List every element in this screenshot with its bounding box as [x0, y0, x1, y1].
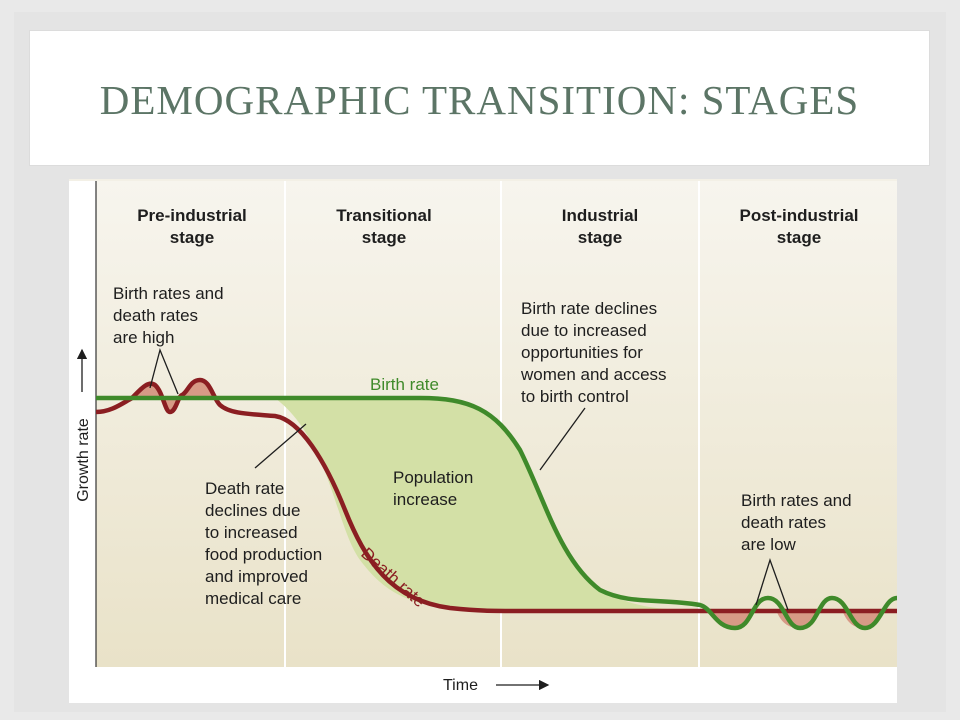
stage-2-title: Transitional: [336, 206, 431, 225]
stage-2-subtitle: stage: [362, 228, 406, 247]
population-increase-line2: increase: [393, 490, 457, 509]
annotation-high-rates-line2: death rates: [113, 306, 198, 325]
birth-rate-curve: [96, 395, 897, 631]
fluctuation-fill-post: [712, 610, 884, 628]
stage-4-subtitle: stage: [777, 228, 821, 247]
annotation-death-decline-line2: declines due: [205, 501, 300, 520]
annotation-death-decline-line4: food production: [205, 545, 322, 564]
annotation-death-decline-line6: medical care: [205, 589, 301, 608]
annotation-death-decline-line1: Death rate: [205, 479, 284, 498]
pointer-low-rates: [755, 557, 789, 611]
annotation-high-rates-line3: are high: [113, 328, 174, 347]
annotation-low-rates-line2: death rates: [741, 513, 826, 532]
annotation-birth-decline-line2: due to increased: [521, 321, 647, 340]
stage-1-subtitle: stage: [170, 228, 214, 247]
annotation-high-rates-line1: Birth rates and: [113, 284, 224, 303]
annotation-low-rates-line1: Birth rates and: [741, 491, 852, 510]
annotation-birth-decline-line3: opportunities for: [521, 343, 643, 362]
slide-title: DEMOGRAPHIC TRANSITION: STAGES: [99, 77, 860, 123]
annotation-low-rates-line3: are low: [741, 535, 797, 554]
death-rate-curve: [95, 377, 897, 614]
annotation-birth-decline-line1: Birth rate declines: [521, 299, 657, 318]
stage-3-title: Industrial: [562, 206, 639, 225]
annotation-birth-decline-line4: women and access: [520, 365, 667, 384]
fluctuation-fill-pre: [132, 380, 220, 412]
annotation-death-decline-line3: to increased: [205, 523, 298, 542]
pointer-death-decline: [254, 423, 307, 469]
population-increase-line1: Population: [393, 468, 473, 487]
left-padding: [69, 181, 96, 667]
stage-1-title: Pre-industrial: [137, 206, 247, 225]
outer-padding: [69, 667, 897, 703]
population-increase-area: [275, 398, 700, 610]
pointer-high-rates: [149, 347, 179, 395]
x-axis-label: Time: [443, 677, 478, 694]
annotation-death-decline-line5: and improved: [205, 567, 308, 586]
stage-4-title: Post-industrial: [739, 206, 858, 225]
y-axis-label: Growth rate: [75, 418, 92, 502]
birth-rate-label: Birth rate: [370, 375, 439, 394]
title-box: DEMOGRAPHIC TRANSITION: STAGES: [29, 30, 930, 166]
annotation-birth-decline-line5: to birth control: [521, 387, 629, 406]
demographic-transition-diagram: Pre-industrial stage Transitional stage …: [69, 179, 897, 703]
stage-3-subtitle: stage: [578, 228, 622, 247]
pointer-birth-decline: [539, 407, 586, 471]
